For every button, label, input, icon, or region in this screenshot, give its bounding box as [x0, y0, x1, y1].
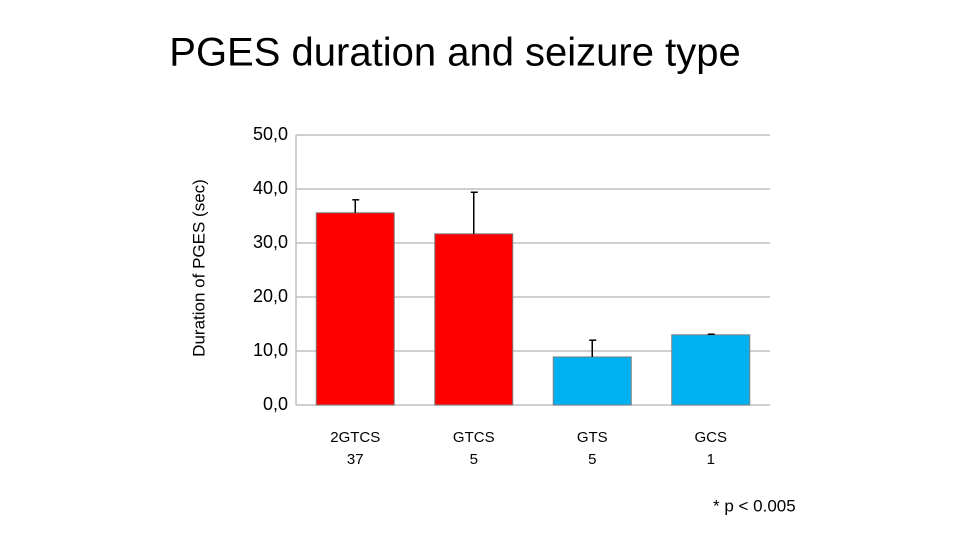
- x-tick-count: 37: [347, 451, 364, 468]
- y-axis-label: Duration of PGES (sec): [189, 179, 208, 357]
- y-tick-label: 20,0: [253, 286, 288, 306]
- y-tick-label: 50,0: [253, 124, 288, 144]
- bar: [315, 212, 395, 406]
- x-tick-count: 5: [470, 451, 478, 468]
- x-tick-label: 2GTCS: [330, 429, 380, 446]
- y-tick-label: 30,0: [253, 232, 288, 252]
- x-tick-label: GTS: [577, 429, 608, 446]
- annotation: * p < 0.005: [713, 496, 796, 515]
- chart-title: PGES duration and seizure type: [169, 31, 740, 75]
- bar: [671, 334, 751, 406]
- bar: [552, 356, 632, 406]
- x-tick-count: 5: [588, 451, 596, 468]
- x-tick-count: 1: [707, 451, 715, 468]
- x-tick-label: GCS: [694, 429, 727, 446]
- y-tick-label: 0,0: [263, 394, 288, 414]
- y-tick-label: 40,0: [253, 178, 288, 198]
- y-tick-label: 10,0: [253, 340, 288, 360]
- bar: [434, 233, 514, 406]
- x-tick-label: GTCS: [453, 429, 495, 446]
